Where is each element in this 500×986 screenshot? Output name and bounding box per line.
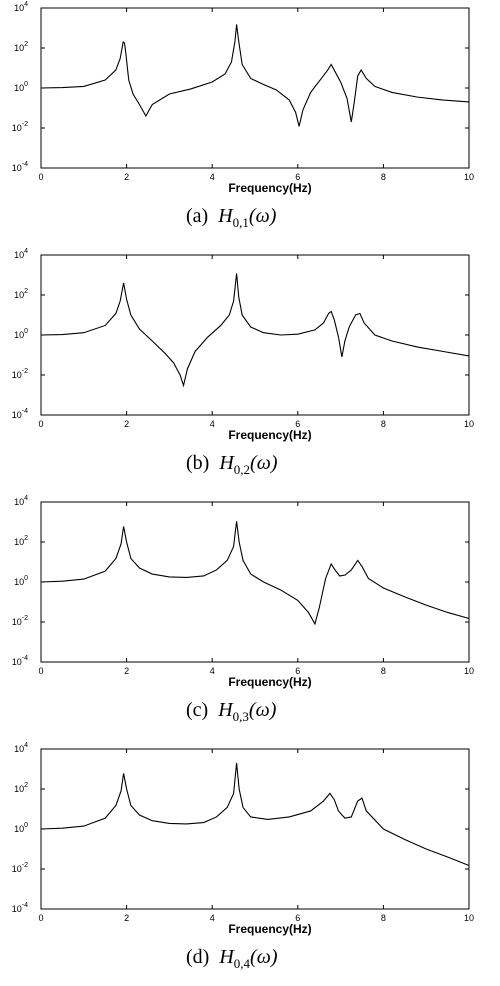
panel-d: 0 2 4 6 8 10 10-4 10-2 100 102 104 Frequency(Hz) (d)… xyxy=(12,742,474,971)
x-tick-label: 10 xyxy=(464,419,474,429)
x-tick-label: 4 xyxy=(210,172,215,182)
y-tick-label: 10-4 xyxy=(12,161,28,173)
y-tick-label: 102 xyxy=(14,41,28,53)
y-tick-label: 10-2 xyxy=(12,121,28,133)
y-tick-label: 10-2 xyxy=(12,615,28,627)
y-tick-label: 10-4 xyxy=(12,408,28,420)
y-tick-label: 104 xyxy=(14,495,28,507)
caption-d: (d) H0,4(ω) xyxy=(186,946,278,971)
y-tick-label: 104 xyxy=(14,248,28,260)
y-tick-label: 102 xyxy=(14,288,28,300)
x-tick-label: 2 xyxy=(124,172,129,182)
y-tick-label: 10-2 xyxy=(12,862,28,874)
x-axis-label-a: Frequency(Hz) xyxy=(228,181,311,195)
x-tick-label: 10 xyxy=(464,666,474,676)
y-tick-label: 100 xyxy=(14,81,28,93)
y-tick-label: 100 xyxy=(14,575,28,587)
panel-c: 0 2 4 6 8 10 10-4 10-2 100 102 104 Frequency(Hz) (c)… xyxy=(12,495,474,724)
axes-box-a xyxy=(40,7,470,169)
axes-box-d xyxy=(40,748,470,910)
caption-a: (a) H0,1(ω) xyxy=(186,205,277,230)
y-tick-label: 102 xyxy=(14,782,28,794)
x-tick-label: 6 xyxy=(295,913,300,923)
x-axis-label-d: Frequency(Hz) xyxy=(228,922,311,936)
y-tick-label: 102 xyxy=(14,535,28,547)
x-tick-label: 8 xyxy=(381,666,386,676)
x-tick-label: 8 xyxy=(381,172,386,182)
axes-box-c xyxy=(40,501,470,663)
x-tick-label: 8 xyxy=(381,913,386,923)
frf-curve-b xyxy=(40,273,470,388)
x-tick-label: 0 xyxy=(38,666,43,676)
y-tick-label: 104 xyxy=(14,742,28,754)
y-tick-label: 10-4 xyxy=(12,902,28,914)
axes-box-b xyxy=(40,254,470,416)
y-tick-label: 10-4 xyxy=(12,655,28,667)
x-tick-label: 8 xyxy=(381,419,386,429)
x-tick-label: 10 xyxy=(464,913,474,923)
x-tick-label: 0 xyxy=(38,419,43,429)
y-tick-label: 100 xyxy=(14,822,28,834)
frf-curve-d xyxy=(40,762,470,866)
caption-c: (c) H0,3(ω) xyxy=(186,699,277,724)
panel-b: 0 2 4 6 8 10 10-4 10-2 100 102 104 Frequency(Hz) (b)… xyxy=(12,248,474,477)
x-axis-label-b: Frequency(Hz) xyxy=(228,428,311,442)
x-tick-label: 4 xyxy=(210,666,215,676)
x-tick-label: 2 xyxy=(124,913,129,923)
x-tick-label: 4 xyxy=(210,913,215,923)
x-tick-label: 4 xyxy=(210,419,215,429)
y-tick-label: 100 xyxy=(14,328,28,340)
y-tick-label: 104 xyxy=(14,1,28,13)
caption-b: (b) H0,2(ω) xyxy=(186,452,278,477)
frf-curve-c xyxy=(40,521,470,626)
x-tick-label: 10 xyxy=(464,172,474,182)
x-tick-label: 6 xyxy=(295,419,300,429)
x-tick-label: 0 xyxy=(38,172,43,182)
frf-curve-a xyxy=(40,24,470,127)
panel-a: 0 2 4 6 8 10 10-4 10-2 100 102 104 Frequency(Hz) (a)… xyxy=(12,1,474,230)
x-tick-label: 6 xyxy=(295,172,300,182)
x-tick-label: 2 xyxy=(124,666,129,676)
x-tick-label: 6 xyxy=(295,666,300,676)
y-tick-label: 10-2 xyxy=(12,368,28,380)
x-axis-label-c: Frequency(Hz) xyxy=(228,675,311,689)
x-tick-label: 2 xyxy=(124,419,129,429)
x-tick-label: 0 xyxy=(38,913,43,923)
